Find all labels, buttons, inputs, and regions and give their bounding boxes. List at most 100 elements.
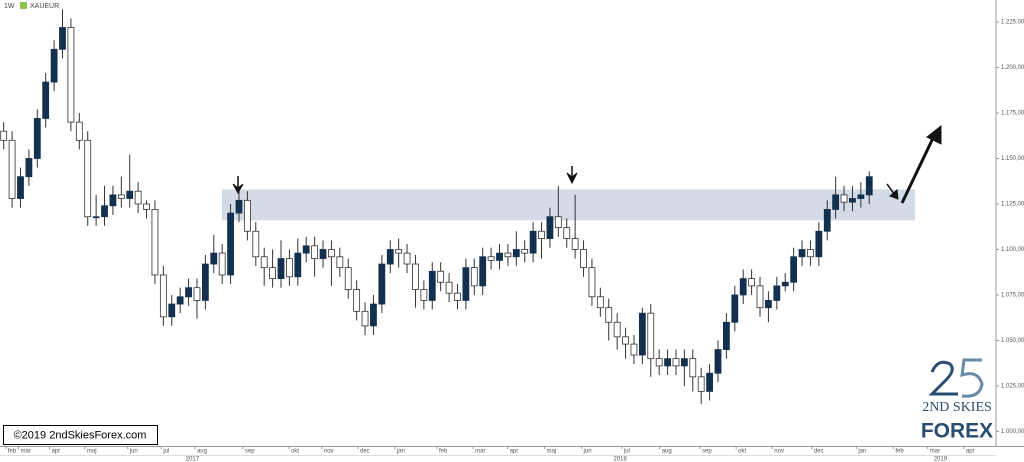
y-tick-label: 1.175,00 [1001,111,1024,117]
x-tick-label: sep [245,449,255,455]
candle-body-down [0,130,8,141]
candle-body-up [59,27,66,50]
copyright-box [3,425,158,445]
candle-body-up [680,358,688,367]
candle-body-down [67,27,75,123]
candle-body-down [580,249,587,269]
candle-body-down [748,278,756,287]
zone-layer [222,189,915,221]
candle-body-up [857,194,865,199]
candle-body-up [773,285,781,301]
candle-body-down [412,263,419,290]
x-tick-label: mar [20,449,30,455]
y-tick-label: 1.200,00 [1001,65,1024,71]
candle-body-down [437,270,445,283]
candle-body-up [319,249,327,259]
candle-body-up [235,199,243,214]
candle-body-down [613,321,621,338]
candle-body-up [227,212,234,276]
x-tick-label: jun [129,449,138,455]
candle-body-down [134,190,142,205]
axis-layer: 1.000,00 1.025,00 1.050,00 1.075,00 1.100,00… [5,20,1024,462]
candle-body-up [17,176,24,199]
candle-body-up [277,258,285,279]
arrow-head-1 [232,183,244,195]
candle-body-up [664,358,671,367]
candle-body-up [546,216,554,239]
x-tick-label: dec [360,449,370,455]
candle-body-up [706,372,713,392]
x-tick-label: mar [930,449,940,455]
candle-body-up [210,252,218,265]
candle-body-down [605,307,613,323]
candle-body-up [865,176,873,196]
candle-body-up [101,205,108,218]
candle-body-down [143,203,150,210]
candle-body-up [790,256,798,283]
x-tick-label: aug [197,449,207,455]
candle-body-down [243,199,251,232]
candle-body-down [504,252,512,258]
candle-body-down [445,281,453,294]
candle-body-up [638,312,646,356]
candle-body-down [697,376,705,392]
candle-body-up [714,349,722,374]
y-tick-label: 1.225,00 [1001,20,1024,26]
annotations [232,124,942,204]
candle-body-down [84,139,92,218]
candle-body-up [42,81,50,119]
candle-body-down [756,285,764,309]
candle-body-up [370,303,377,327]
candle-body-up [781,281,789,287]
candle-body-down [117,194,125,199]
candle-body-down [420,289,428,301]
x-tick-label: mar [475,449,485,455]
candle-body-up [823,209,831,232]
x-tick-label: jan [396,449,405,455]
x-tick-label: feb [895,449,904,455]
x-tick-label: feb [8,449,17,455]
logo: 2ND SKIES FOREX [921,358,993,443]
arrow-up [900,135,936,204]
x-tick-label: jul [162,449,169,455]
arrow-small-head [889,189,899,200]
candle-body-down [655,358,663,367]
year-label: 2018 [614,457,628,462]
candle-body-up [176,296,184,305]
x-tick-label: feb [439,449,448,455]
candle-body-down [260,256,268,269]
x-tick-label: okt [291,449,299,455]
x-tick-label: aug [662,449,672,455]
candle-body-down [361,310,369,327]
candle-body-up [462,267,470,301]
x-tick-label: jul [623,449,630,455]
logo-mark-5 [960,358,984,398]
resistance-zone [222,189,915,221]
candle-body-down [395,249,403,254]
candle-body-up [731,294,739,323]
candle-body-up [126,190,134,199]
year-label: 2017 [186,457,200,462]
candle-body-down [286,258,293,278]
logo-bottom: FOREX [921,420,993,443]
candle-body-down [328,249,335,258]
x-tick-label: nov [324,449,334,455]
candle-body-down [403,252,411,265]
candle-body-up [168,303,176,318]
x-tick-label: apr [510,449,519,455]
candle-body-down [252,230,260,258]
candle-body-down [647,312,655,360]
candle-body-down [630,343,638,356]
candle-body-down [596,296,604,309]
candle-body-down [571,238,579,250]
year-label: 2019 [934,457,948,462]
x-tick-label: dec [814,449,824,455]
candle-body-up [25,158,33,178]
candle-body-up [496,252,503,261]
x-tick-label: sep [702,449,712,455]
copyright: ©2019 2ndSkiesForex.com [14,429,147,441]
candle-body-up [512,249,520,258]
y-tick-label: 1.125,00 [1001,202,1024,208]
